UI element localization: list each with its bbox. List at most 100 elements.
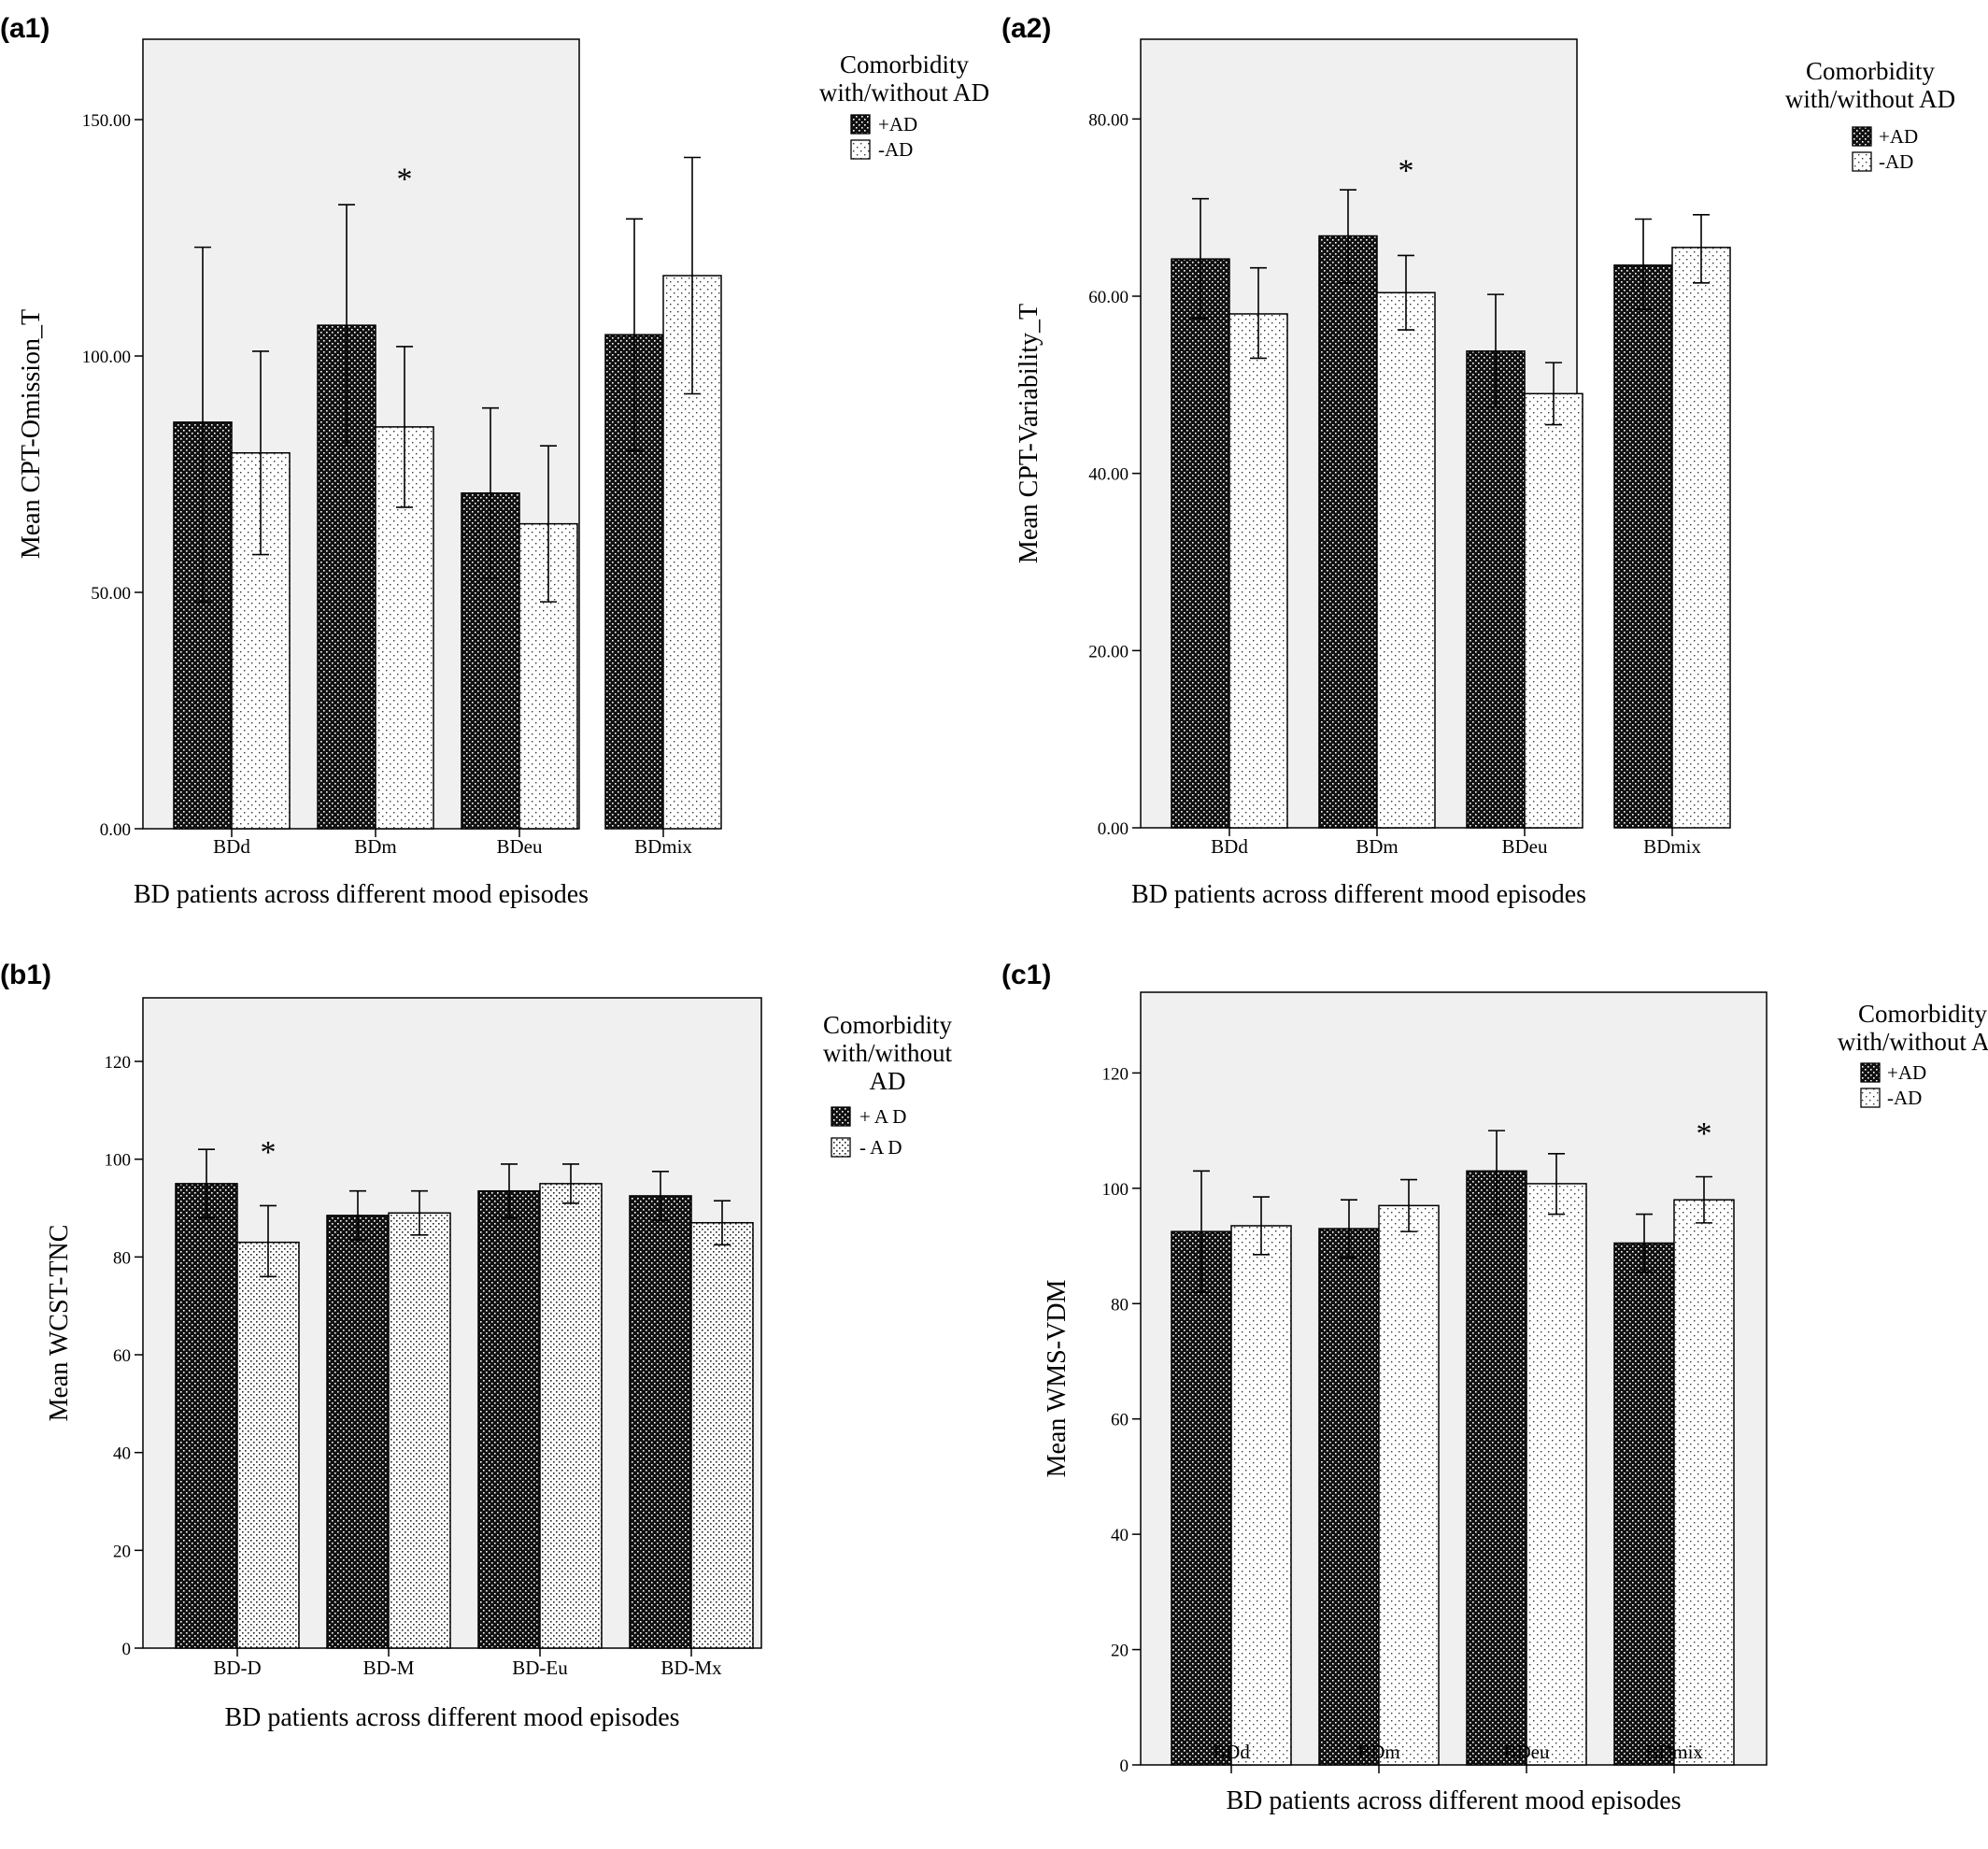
- bar-plus-ad: [477, 1189, 541, 1649]
- panel-label: (c1): [1001, 960, 1051, 990]
- x-tick-label: BDd: [1211, 835, 1248, 858]
- legend-swatch-plus-ad: [850, 114, 871, 135]
- y-tick-label: 120: [1102, 1064, 1129, 1084]
- bar-plus-ad: [326, 1215, 390, 1649]
- significance-marker: *: [1399, 154, 1414, 189]
- y-tick-label: 20.00: [1088, 642, 1129, 661]
- x-tick-label: BDeu: [497, 835, 543, 858]
- y-tick-label: 60: [113, 1346, 131, 1366]
- panel-label: (a1): [0, 13, 50, 44]
- x-axis-title: BD patients across different mood episod…: [1226, 1786, 1681, 1815]
- bar-minus-ad: [539, 1183, 603, 1649]
- bar-plus-ad: [1171, 258, 1230, 829]
- y-tick-label: 100: [1102, 1180, 1129, 1200]
- bar-minus-ad: [1376, 292, 1436, 829]
- bar-minus-ad: [1673, 1199, 1735, 1766]
- panel-label: (a2): [1001, 13, 1051, 44]
- x-tick-label: BD-Eu: [512, 1657, 568, 1679]
- y-tick-label: 20: [113, 1542, 131, 1561]
- y-tick-label: 60: [1111, 1411, 1129, 1430]
- y-tick-label: 0: [122, 1640, 132, 1659]
- legend-entry: -AD: [1879, 150, 1913, 173]
- y-axis-title: Mean CPT-Omission_T: [17, 309, 46, 559]
- x-axis-title: BD patients across different mood episod…: [134, 880, 589, 909]
- panel-a1: (a1) 0.00 50.00 100.00 150.00 BDd BDm BDeu BDmix…: [0, 13, 989, 909]
- y-tick-label: 150.00: [82, 111, 131, 131]
- panel-c1: (c1) 0 20 40 60 80 100 120 BDd BDm BDeu BDmix * Mean …: [1001, 960, 1988, 1815]
- panel-b1: (b1) 0 20 40 60 80 100 120 BD-D BD-M BD-Eu BD-Mx * Me…: [0, 960, 952, 1732]
- legend-entry: + A D: [859, 1105, 906, 1128]
- legend-title: with/without AD: [1838, 1028, 1988, 1056]
- bar-plus-ad: [1318, 1228, 1380, 1766]
- x-tick-label: BDm: [354, 835, 397, 858]
- x-tick-label: BDmix: [1643, 835, 1701, 858]
- y-tick-label: 40: [113, 1444, 131, 1464]
- legend-title: with/without: [823, 1039, 953, 1067]
- y-tick-label: 100: [105, 1151, 132, 1171]
- y-axis-title: Mean WCST-TNC: [45, 1225, 74, 1422]
- legend-swatch-plus-ad: [831, 1106, 851, 1127]
- bar-plus-ad: [175, 1183, 238, 1649]
- legend-title: Comorbidity: [1858, 1000, 1988, 1028]
- legend-entry: +AD: [1879, 125, 1918, 148]
- bar-plus-ad: [629, 1195, 692, 1649]
- panel-label: (b1): [0, 960, 51, 990]
- legend-swatch-minus-ad: [831, 1137, 851, 1158]
- bar-minus-ad: [1524, 392, 1583, 829]
- x-tick-label: BD-M: [363, 1657, 415, 1679]
- y-axis-title: Mean CPT-Variability_T: [1015, 304, 1044, 563]
- x-tick-label: BDmix: [1645, 1741, 1703, 1763]
- legend-swatch-minus-ad: [1852, 151, 1872, 172]
- legend-entry: +AD: [1887, 1061, 1926, 1084]
- legend-title: AD: [870, 1067, 906, 1095]
- y-tick-label: 40: [1111, 1526, 1129, 1545]
- bar-minus-ad: [1378, 1204, 1440, 1766]
- legend-entry: - A D: [859, 1136, 902, 1159]
- y-tick-label: 20: [1111, 1642, 1129, 1661]
- y-tick-label: 0.00: [1098, 819, 1129, 839]
- bar-minus-ad: [690, 1221, 754, 1649]
- legend-entry: +AD: [878, 113, 917, 135]
- y-tick-label: 100.00: [82, 348, 131, 367]
- x-tick-label: BDeu: [1502, 835, 1548, 858]
- panel-a2: (a2) 0.00 20.00 40.00 60.00 80.00 BDd BDm BDeu BD…: [1001, 13, 1955, 909]
- x-axis-title: BD patients across different mood episod…: [1131, 880, 1586, 909]
- legend-entry: -AD: [878, 138, 913, 161]
- bar-minus-ad: [1671, 247, 1731, 829]
- y-tick-label: 80.00: [1088, 110, 1129, 130]
- x-tick-label: BDeu: [1504, 1741, 1550, 1763]
- legend-title: Comorbidity: [1806, 57, 1936, 85]
- legend-title: with/without AD: [819, 78, 989, 107]
- bar-minus-ad: [1526, 1183, 1587, 1766]
- legend-title: Comorbidity: [840, 50, 970, 78]
- x-tick-label: BDm: [1356, 835, 1399, 858]
- y-tick-label: 0.00: [100, 820, 131, 840]
- bar-plus-ad: [1318, 235, 1378, 829]
- x-tick-label: BDmix: [634, 835, 692, 858]
- y-tick-label: 80: [1111, 1295, 1129, 1315]
- x-tick-label: BDd: [213, 835, 250, 858]
- x-tick-label: BD-D: [213, 1657, 261, 1679]
- bar-minus-ad: [236, 1241, 300, 1649]
- legend-swatch-minus-ad: [850, 139, 871, 160]
- legend-swatch-plus-ad: [1852, 126, 1872, 147]
- bar-minus-ad: [388, 1212, 451, 1649]
- bar-minus-ad: [1228, 313, 1288, 829]
- legend-swatch-minus-ad: [1860, 1088, 1881, 1108]
- y-axis-title: Mean WMS-VDM: [1043, 1279, 1072, 1477]
- y-tick-label: 80: [113, 1248, 131, 1268]
- x-tick-label: BDm: [1357, 1741, 1400, 1763]
- legend-swatch-plus-ad: [1860, 1062, 1881, 1083]
- bar-minus-ad: [1230, 1225, 1292, 1766]
- x-tick-label: BD-Mx: [660, 1657, 722, 1679]
- x-tick-label: BDd: [1213, 1741, 1250, 1763]
- bar-plus-ad: [1466, 350, 1526, 829]
- y-tick-label: 40.00: [1088, 465, 1129, 485]
- significance-marker: *: [1697, 1117, 1712, 1151]
- bar-plus-ad: [1466, 1170, 1527, 1766]
- y-tick-label: 50.00: [91, 584, 131, 604]
